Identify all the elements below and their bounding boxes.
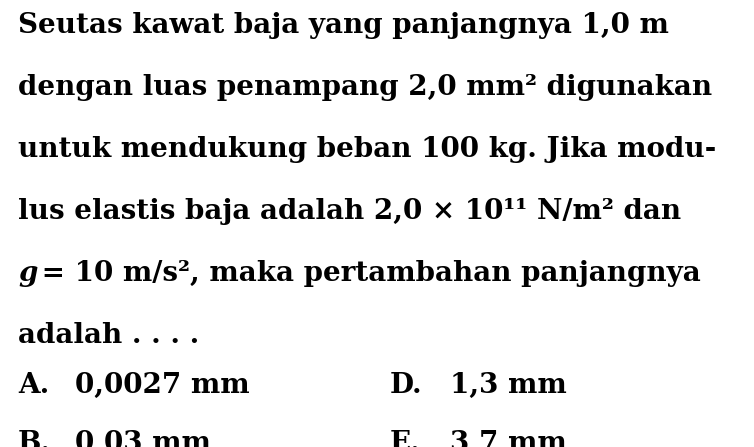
Text: 1,3 mm: 1,3 mm xyxy=(450,372,567,399)
Text: dengan luas penampang 2,0 mm² digunakan: dengan luas penampang 2,0 mm² digunakan xyxy=(18,74,712,101)
Text: adalah . . . .: adalah . . . . xyxy=(18,322,199,349)
Text: Seutas kawat baja yang panjangnya 1,0 m: Seutas kawat baja yang panjangnya 1,0 m xyxy=(18,12,669,39)
Text: B.: B. xyxy=(18,430,51,447)
Text: E.: E. xyxy=(390,430,421,447)
Text: 3,7 mm: 3,7 mm xyxy=(450,430,567,447)
Text: untuk mendukung beban 100 kg. Jika modu-: untuk mendukung beban 100 kg. Jika modu- xyxy=(18,136,716,163)
Text: A.: A. xyxy=(18,372,49,399)
Text: lus elastis baja adalah 2,0 × 10¹¹ N/m² dan: lus elastis baja adalah 2,0 × 10¹¹ N/m² … xyxy=(18,198,681,225)
Text: D.: D. xyxy=(390,372,423,399)
Text: = 10 m/s², maka pertambahan panjangnya: = 10 m/s², maka pertambahan panjangnya xyxy=(32,260,700,287)
Text: 0,03 mm: 0,03 mm xyxy=(75,430,211,447)
Text: g: g xyxy=(18,260,38,287)
Text: 0,0027 mm: 0,0027 mm xyxy=(75,372,250,399)
